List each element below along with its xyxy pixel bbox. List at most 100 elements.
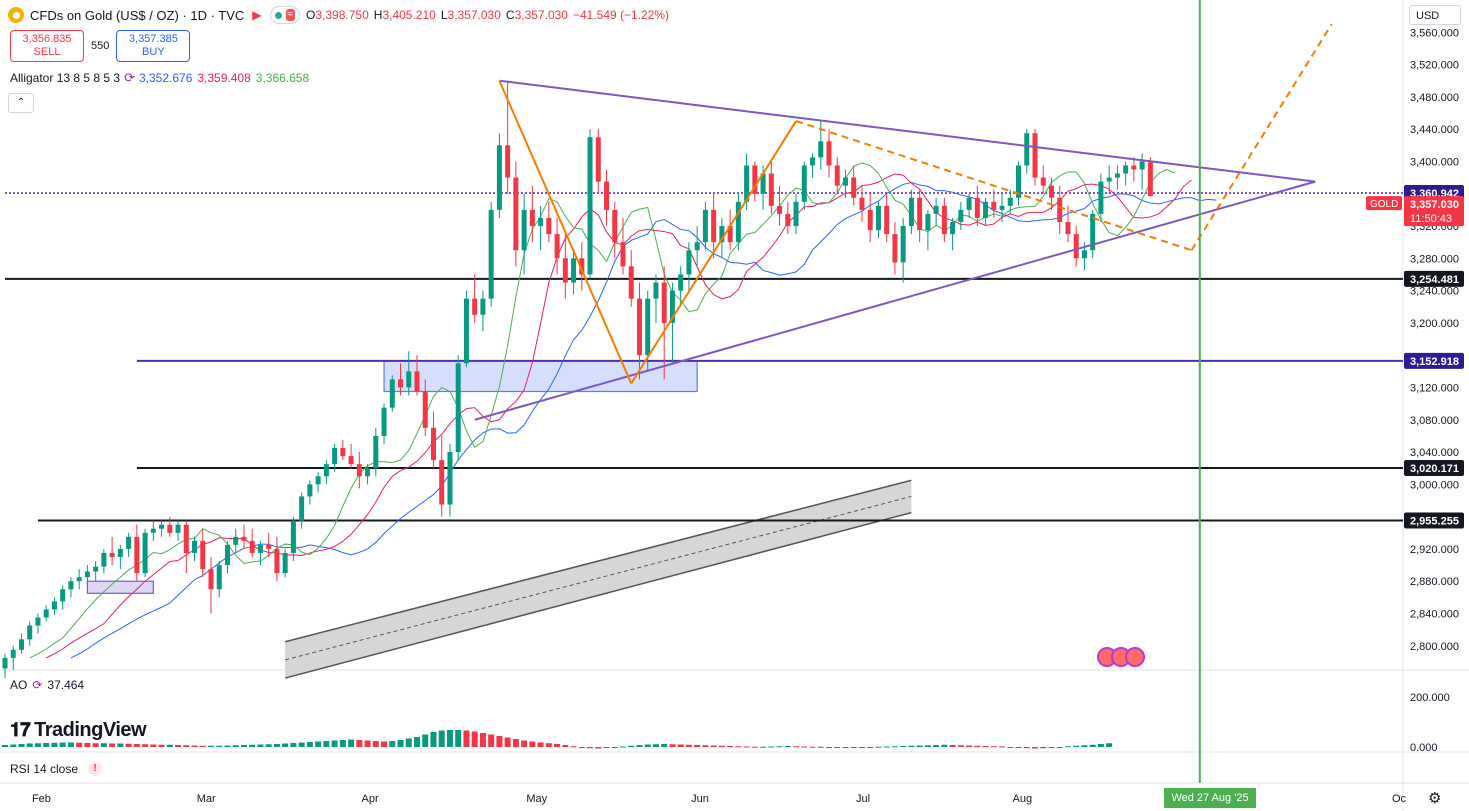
ao-bar [1007, 747, 1014, 748]
sell-button[interactable]: 3,356.835 SELL [10, 30, 84, 62]
economic-events[interactable] [1097, 647, 1145, 667]
ao-bar [339, 740, 346, 747]
price-tick-label: 3,480.000 [1410, 92, 1459, 104]
symbol-title[interactable]: CFDs on Gold (US$ / OZ) · 1D · TVC [30, 7, 245, 23]
candle-body [735, 201, 741, 243]
ao-bar [850, 747, 857, 748]
ao-bar [1106, 743, 1113, 747]
ao-bar [422, 734, 429, 747]
us-flag-icon[interactable] [1125, 647, 1145, 667]
candle-body [455, 363, 461, 453]
spread-value: 550 [91, 40, 110, 52]
price-tick-label: 3,440.000 [1410, 124, 1459, 136]
candle-body [1057, 197, 1063, 222]
ao-bar [636, 745, 643, 747]
price-zone [86, 580, 154, 594]
ohlc-value: −41.549 (−1.22%) [572, 8, 670, 22]
ao-bar [743, 746, 750, 748]
price-tick-label: 3,120.000 [1410, 382, 1459, 394]
candle-body [801, 165, 807, 202]
crosshair-date-badge: Wed 27 Aug '25 [1164, 788, 1256, 808]
candle-body [818, 141, 824, 158]
price-tick-label: 3,560.000 [1410, 27, 1459, 39]
currency-select[interactable]: USD [1409, 5, 1461, 25]
candle-body [488, 209, 494, 299]
ohlc-value: 3,357.030 [447, 8, 501, 22]
candle-body [480, 298, 486, 315]
ao-bar [496, 736, 503, 747]
ao-bar [1064, 746, 1071, 748]
candle-body [950, 221, 956, 235]
candle-body [538, 217, 544, 227]
ao-bar [1073, 745, 1080, 747]
candle-body [628, 266, 634, 299]
candle-body [266, 544, 272, 549]
market-status-pill[interactable]: ≈ [269, 6, 301, 24]
wave-icon: ≈ [285, 9, 296, 21]
ao-bar [710, 745, 717, 747]
ao-bar [529, 741, 536, 747]
alligator-legend[interactable]: Alligator 13 8 5 8 5 3 ⟳ 3,352.676 3,359… [10, 70, 309, 86]
candle-body [389, 379, 395, 408]
candle-body [1048, 185, 1054, 198]
ao-bar [18, 744, 25, 747]
trade-panel: 3,356.835 SELL 550 3,357.385 BUY [10, 30, 191, 62]
ao-bar [282, 743, 289, 747]
candle-body [1139, 161, 1145, 170]
ao-bar [1048, 747, 1055, 748]
ao-bar [784, 746, 791, 747]
ao-bar [735, 746, 742, 748]
candle-body [249, 540, 255, 553]
rsi-legend[interactable]: RSI 14 close ! [10, 762, 103, 776]
candle-body [192, 540, 198, 553]
candle-body [68, 581, 74, 590]
ao-bar [554, 744, 561, 747]
candle-body [1073, 234, 1079, 259]
price-tick-label: 3,200.000 [1410, 318, 1459, 330]
buy-button[interactable]: 3,357.385 BUY [116, 30, 191, 62]
ao-settings-icon[interactable]: ⟳ [32, 678, 43, 692]
ao-bar [603, 747, 610, 748]
price-tick-label: 3,400.000 [1410, 156, 1459, 168]
candle-body [908, 197, 914, 227]
ao-bar [51, 742, 58, 747]
ao-tick-label: 0.000 [1410, 742, 1438, 754]
ao-bar [669, 744, 676, 747]
candle-body [826, 141, 832, 166]
ao-legend[interactable]: AO ⟳ 37.464 [10, 678, 84, 692]
candle-body [702, 209, 708, 243]
time-tick-label: Feb [32, 793, 51, 805]
candle-body [93, 566, 99, 572]
indicator-settings-icon[interactable]: ⟳ [124, 70, 135, 85]
ao-bar [199, 745, 206, 747]
tradingview-logo[interactable]: 𝟏𝟕 TradingView [10, 719, 147, 742]
ao-bar [760, 746, 767, 748]
ao-bar [661, 744, 668, 747]
ao-bar [949, 745, 956, 747]
candle-body [233, 536, 239, 545]
ao-bar [611, 747, 618, 748]
ao-bar [826, 747, 832, 748]
price-tick-label: 3,240.000 [1410, 286, 1459, 298]
warning-icon[interactable]: ! [88, 762, 103, 776]
ao-bar [999, 746, 1006, 748]
flag-icon[interactable]: ▶ [252, 8, 262, 22]
candle-body [27, 625, 33, 640]
ao-bar [208, 745, 214, 747]
candle-body [430, 427, 436, 461]
price-tick-label: 3,040.000 [1410, 447, 1459, 459]
chart-settings-icon[interactable]: ⚙ [1428, 790, 1442, 807]
ao-bar [175, 745, 182, 747]
trend-line [498, 80, 633, 384]
candle-body [332, 448, 338, 465]
ao-bar [372, 741, 379, 747]
candle-body [282, 552, 288, 574]
candle-body [834, 165, 840, 186]
collapse-legend-button[interactable]: ⌃ [8, 93, 34, 113]
ao-bar [834, 747, 841, 748]
candle-body [101, 552, 107, 567]
candle-body [365, 468, 371, 477]
candle-body [604, 181, 610, 210]
ao-bar [430, 732, 437, 747]
